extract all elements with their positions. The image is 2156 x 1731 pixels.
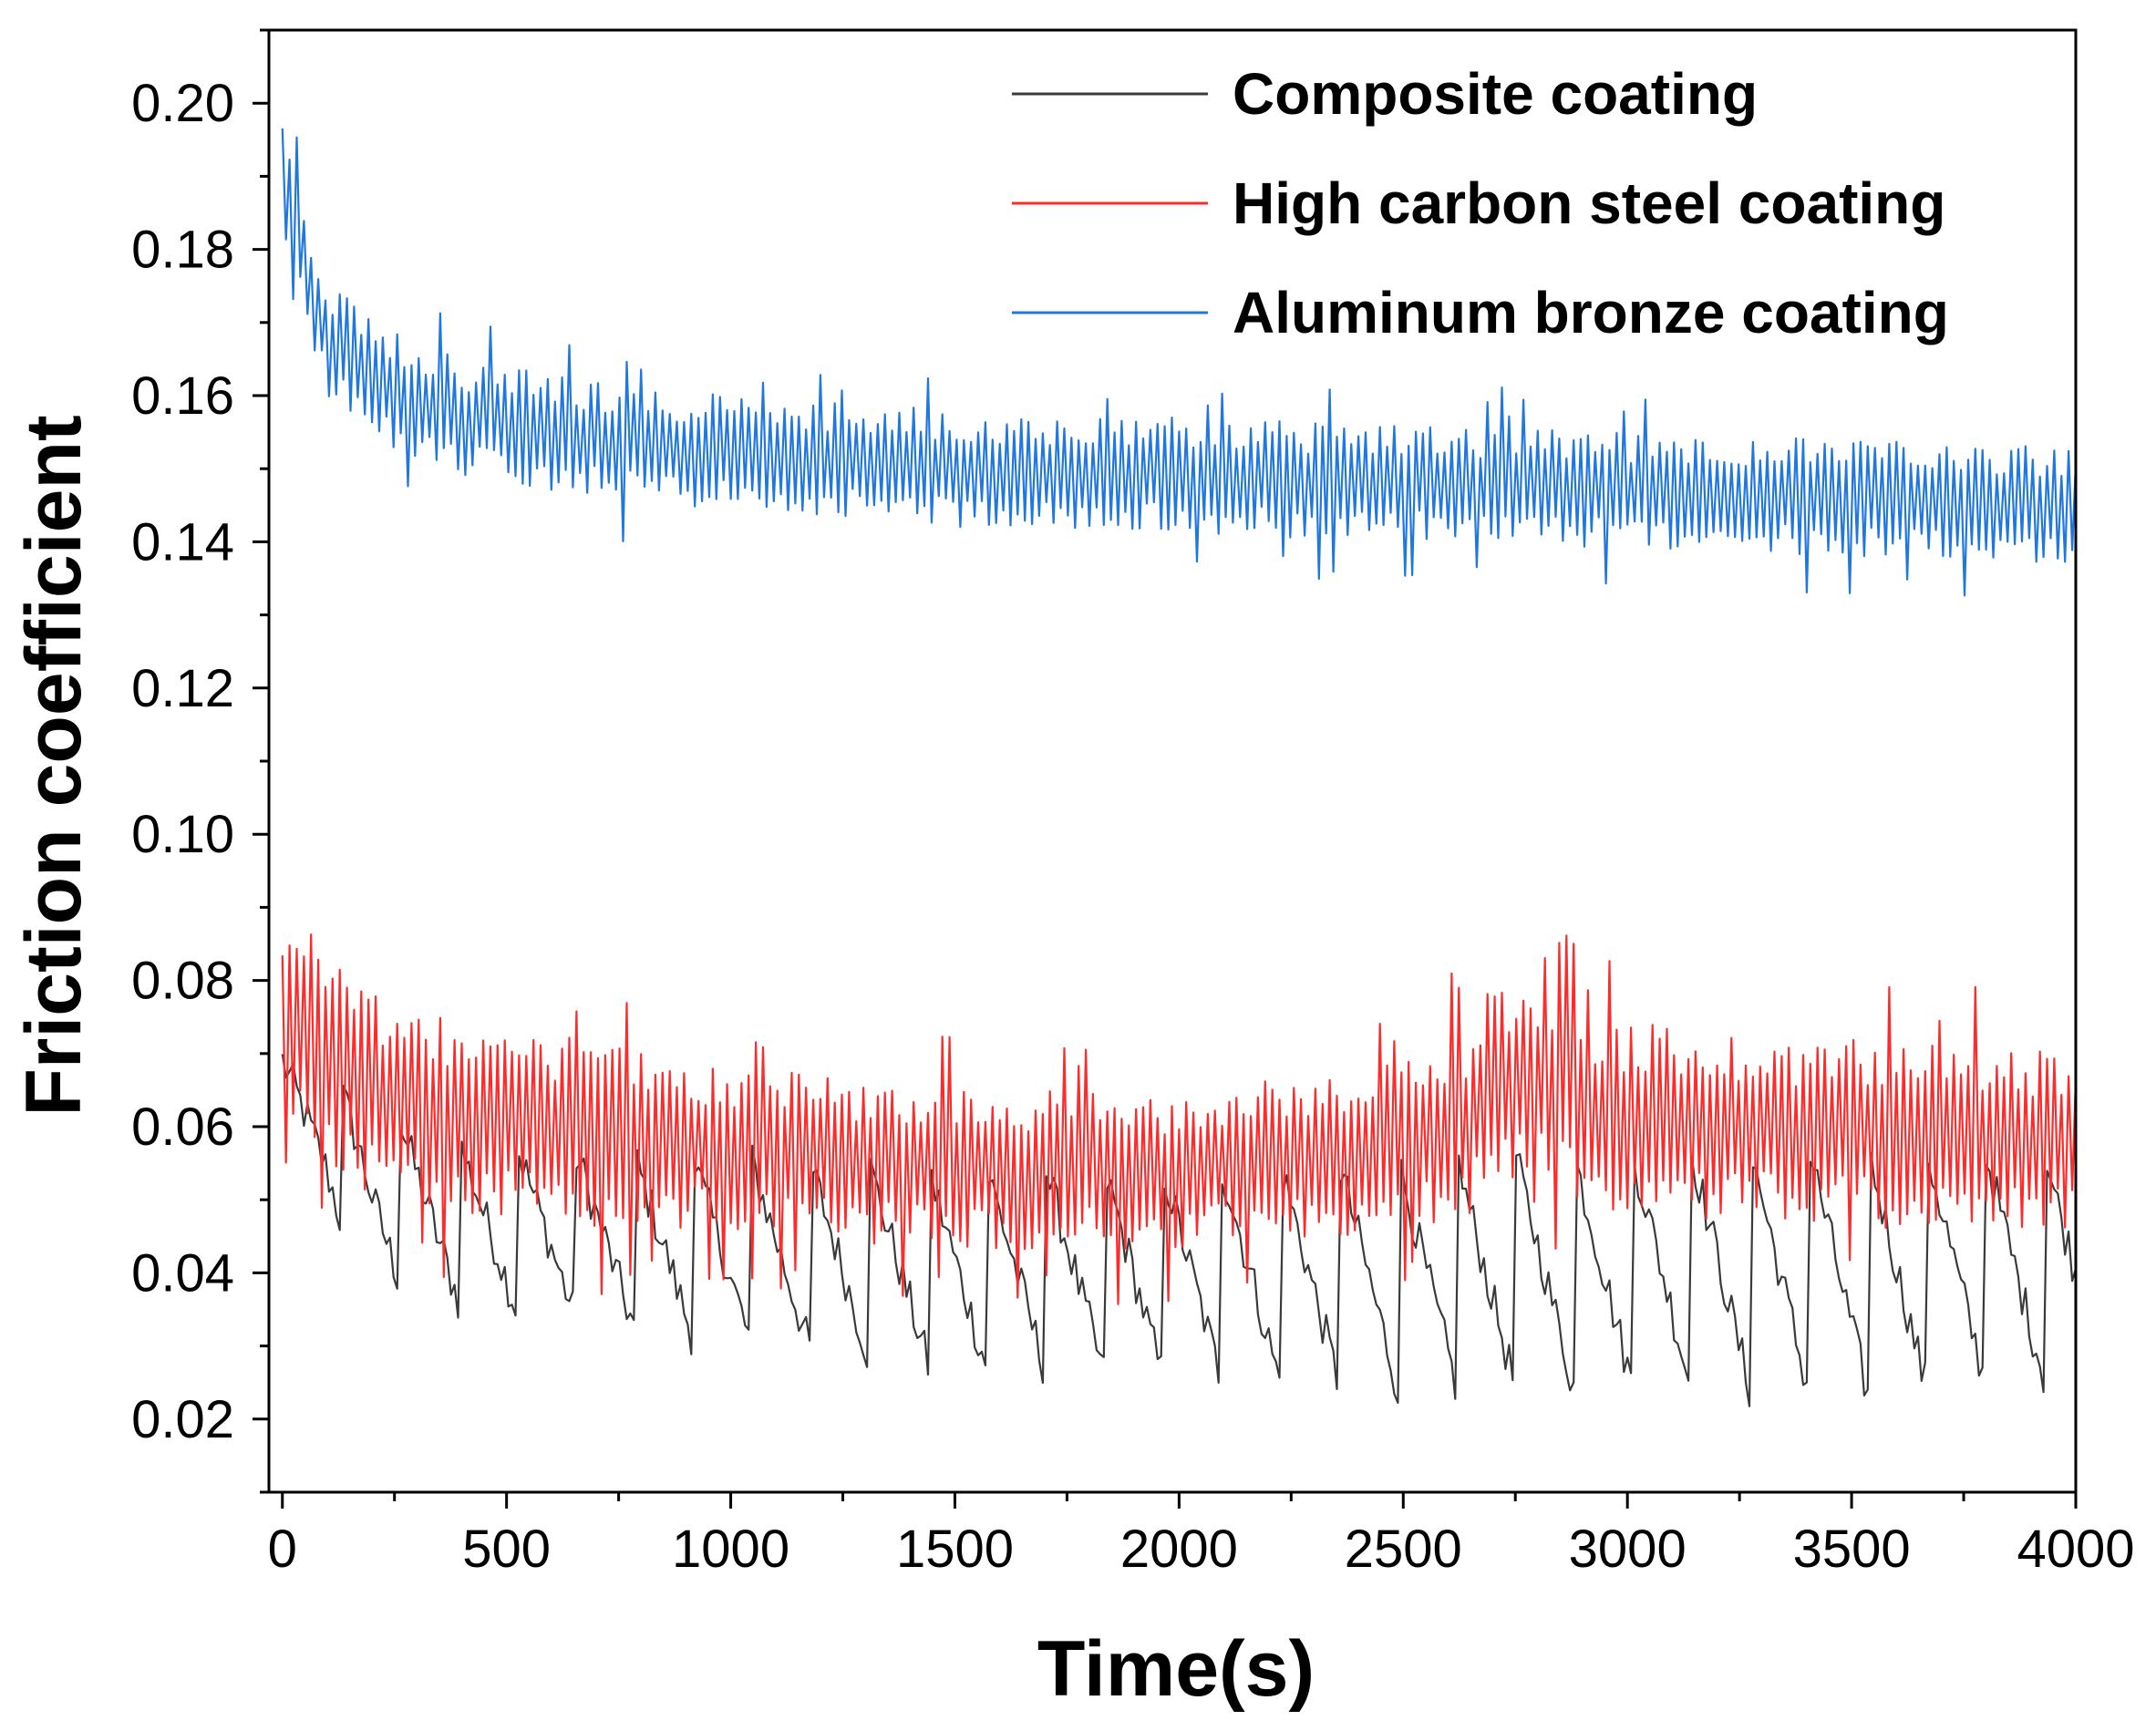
y-tick-label: 0.16 <box>131 366 234 426</box>
y-tick-label: 0.10 <box>131 805 234 864</box>
y-tick-label: 0.04 <box>131 1243 234 1303</box>
series-layer <box>281 128 2078 1407</box>
x-tick-label: 3500 <box>1793 1520 1911 1579</box>
y-tick-label: 0.18 <box>131 221 234 280</box>
x-tick-label: 1500 <box>896 1520 1014 1579</box>
series-line-3 <box>281 128 2078 597</box>
y-tick-label: 0.06 <box>131 1097 234 1157</box>
x-tick-label: 2500 <box>1345 1520 1462 1579</box>
legend-label-1: Composite coating <box>1233 61 1758 127</box>
x-tick-label: 4000 <box>2017 1520 2134 1579</box>
y-axis-title: Friction coefficient <box>10 415 98 1116</box>
x-axis-title: Time(s) <box>1037 1625 1315 1713</box>
series-line-2 <box>281 933 2078 1305</box>
x-tick-label: 500 <box>462 1520 551 1579</box>
y-tick-label: 0.20 <box>131 74 234 133</box>
x-tick-label: 1000 <box>672 1520 789 1579</box>
y-tick-label: 0.12 <box>131 659 234 718</box>
ticks-layer: 0 500 1000 1500 2000 2500 3000 3500 4000 0.02 0.04… <box>131 28 2135 1579</box>
x-tick-label: 0 <box>268 1520 297 1579</box>
legend: Composite coating High carbon steel coati… <box>1012 61 1949 345</box>
legend-label-2: High carbon steel coating <box>1233 170 1945 236</box>
y-tick-label: 0.02 <box>131 1390 234 1449</box>
x-tick-label: 3000 <box>1569 1520 1687 1579</box>
legend-label-3: Aluminum bronze coating <box>1233 280 1949 345</box>
y-tick-label: 0.08 <box>131 952 234 1011</box>
x-tick-label: 2000 <box>1120 1520 1238 1579</box>
y-tick-label: 0.14 <box>131 512 234 572</box>
